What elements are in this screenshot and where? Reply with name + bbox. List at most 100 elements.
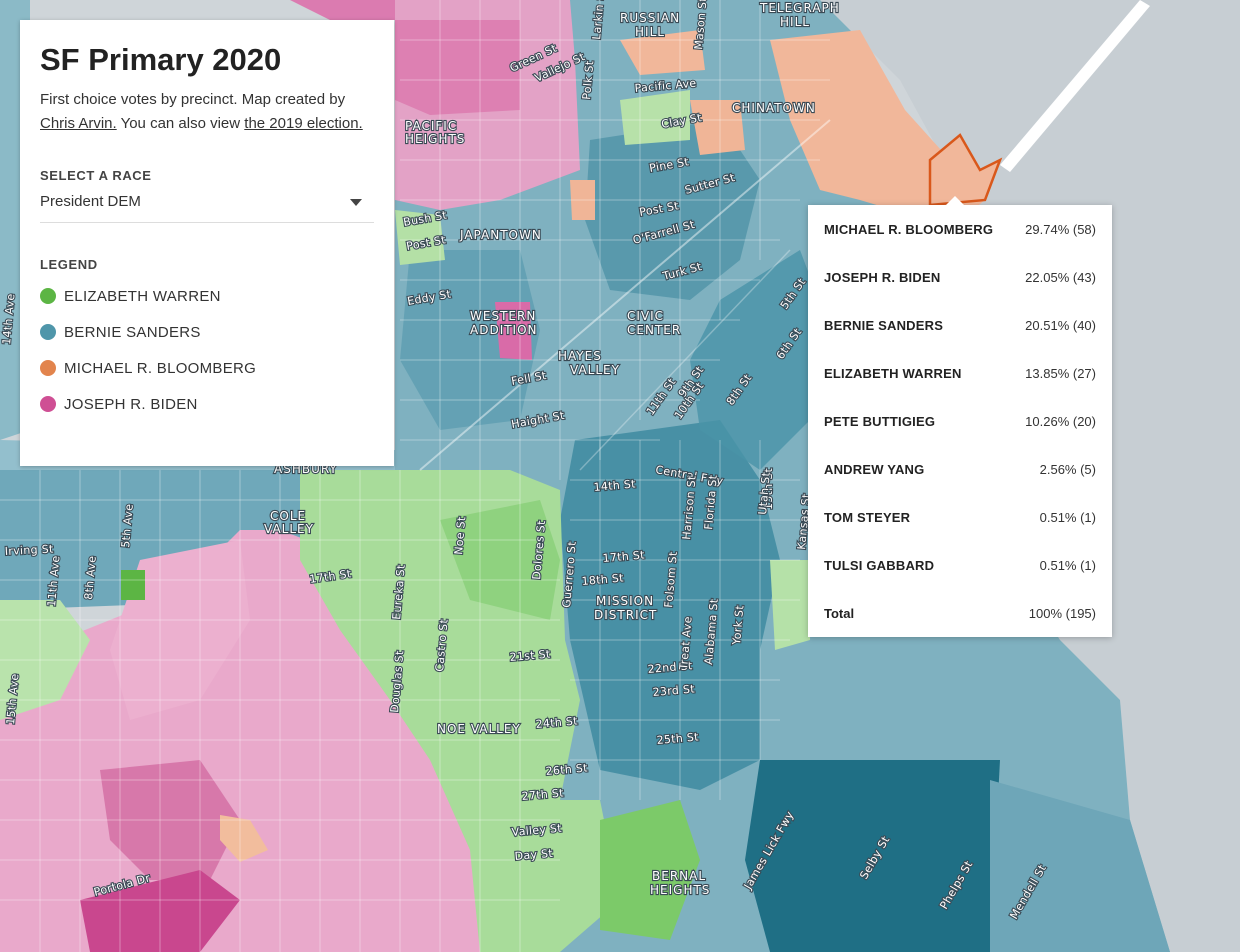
legend-color-dot [40,288,56,304]
street-label: 17th St [602,548,646,565]
candidate-name: TOM STEYER [824,509,911,525]
neighborhood-label: CIVIC [627,309,664,323]
legend-label-text: JOSEPH R. BIDEN [64,395,198,413]
neighborhood-label: COLE [270,509,306,523]
neighborhood-label: HAYES [558,349,602,363]
street-label: 23rd St [652,682,696,699]
candidate-result: 10.26% (20) [1025,413,1096,429]
legend-color-dot [40,396,56,412]
race-select[interactable]: President DEM [40,193,374,223]
chevron-down-icon[interactable] [350,199,362,206]
page-title: SF Primary 2020 [40,42,282,77]
street-label: 21st St [509,647,551,664]
total-value: 100% (195) [1028,605,1096,621]
street-label: Eureka St [390,564,408,621]
street-label: Dolores St [530,519,548,580]
street-label: Mason St [692,0,710,50]
street-label: Noe St [452,516,468,556]
street-label: 27th St [521,786,565,803]
candidate-name: MICHAEL R. BLOOMBERG [824,221,994,237]
tooltip-row: ELIZABETH WARREN 13.85% (27) [824,349,1096,397]
description: First choice votes by precinct. Map crea… [40,88,374,136]
description-text-2: You can also view [116,115,245,132]
street-label: Polk St [580,60,596,101]
street-label: Treat Ave [677,616,695,671]
candidate-name: PETE BUTTIGIEG [824,413,936,429]
neighborhood-label: TELEGRAPH [759,1,840,15]
street-label: 25th St [656,730,700,747]
neighborhood-label: HEIGHTS [405,132,465,146]
legend-item: BERNIE SANDERS [40,314,374,350]
tooltip-row: JOSEPH R. BIDEN 22.05% (43) [824,253,1096,301]
candidate-result: 0.51% (1) [1039,557,1096,573]
street-label: 5th Ave [119,503,136,548]
candidate-name: ELIZABETH WARREN [824,365,962,381]
neighborhood-label: HEIGHTS [650,883,710,897]
info-panel: SF Primary 2020 First choice votes by pr… [20,20,394,466]
legend: ELIZABETH WARREN BERNIE SANDERS MICHAEL … [40,278,374,422]
candidate-name: TULSI GABBARD [824,557,935,573]
race-select-value: President DEM [40,193,141,210]
neighborhood-label: BERNAL [652,869,706,883]
legend-label-text: ELIZABETH WARREN [64,287,221,305]
street-label: 18th St [581,571,625,588]
street-label: Day St [514,847,554,863]
legend-label: LEGEND [40,257,98,272]
street-label: 22nd St [647,659,693,676]
legend-color-dot [40,324,56,340]
neighborhood-label: RUSSIAN [620,11,680,25]
neighborhood-label: MISSION [596,594,654,608]
neighborhood-label: DISTRICT [594,608,657,622]
tooltip-row: BERNIE SANDERS 20.51% (40) [824,301,1096,349]
legend-label-text: BERNIE SANDERS [64,323,201,341]
tooltip-row: ANDREW YANG 2.56% (5) [824,445,1096,493]
street-label: 14th Ave [0,293,17,345]
tooltip-row: TOM STEYER 0.51% (1) [824,493,1096,541]
select-race-label: SELECT A RACE [40,168,152,183]
street-label: Larkin St [590,0,607,40]
street-label: Valley St [511,822,563,839]
neighborhood-label: WESTERN [470,309,536,323]
candidate-name: ANDREW YANG [824,461,925,477]
author-link[interactable]: Chris Arvin. [40,115,117,132]
street-label: Folsom St [662,551,680,609]
street-label: Utah St [756,471,773,515]
street-label: York St [730,604,747,646]
street-label: Irving St [4,542,54,558]
legend-label-text: MICHAEL R. BLOOMBERG [64,359,257,377]
street-label: 14th St [593,477,637,494]
candidate-name: BERNIE SANDERS [824,317,944,333]
street-label: 11th Ave [45,555,62,607]
legend-item: ELIZABETH WARREN [40,278,374,314]
street-label: Pacific Ave [634,77,697,95]
election-2019-link[interactable]: the 2019 election. [244,115,363,132]
legend-item: JOSEPH R. BIDEN [40,386,374,422]
candidate-result: 20.51% (40) [1025,317,1096,333]
tooltip-total-row: Total 100% (195) [824,589,1096,637]
neighborhood-label: PACIFIC [405,119,457,133]
street-label: Castro St [433,618,451,672]
description-text-1: First choice votes by precinct. Map crea… [40,91,346,108]
neighborhood-label: HILL [635,25,665,39]
neighborhood-label: VALLEY [570,363,620,377]
neighborhood-label: ADDITION [470,323,538,337]
neighborhood-label: CHINATOWN [732,101,816,115]
candidate-result: 0.51% (1) [1039,509,1096,525]
candidate-name: JOSEPH R. BIDEN [824,269,941,285]
street-label: 26th St [545,761,589,778]
street-label: 8th Ave [82,555,99,600]
tooltip-row: MICHAEL R. BLOOMBERG 29.74% (58) [824,205,1096,253]
neighborhood-label: NOE VALLEY [437,722,521,736]
legend-item: MICHAEL R. BLOOMBERG [40,350,374,386]
neighborhood-label: HILL [780,15,810,29]
legend-color-dot [40,360,56,376]
neighborhood-label: CENTER [627,323,681,337]
street-label: 24th St [535,714,579,731]
neighborhood-label: VALLEY [264,522,314,536]
candidate-result: 13.85% (27) [1025,365,1096,381]
candidate-result: 29.74% (58) [1025,221,1096,237]
neighborhood-label: JAPANTOWN [459,228,542,242]
street-label: 15th Ave [4,673,21,725]
tooltip-row: PETE BUTTIGIEG 10.26% (20) [824,397,1096,445]
